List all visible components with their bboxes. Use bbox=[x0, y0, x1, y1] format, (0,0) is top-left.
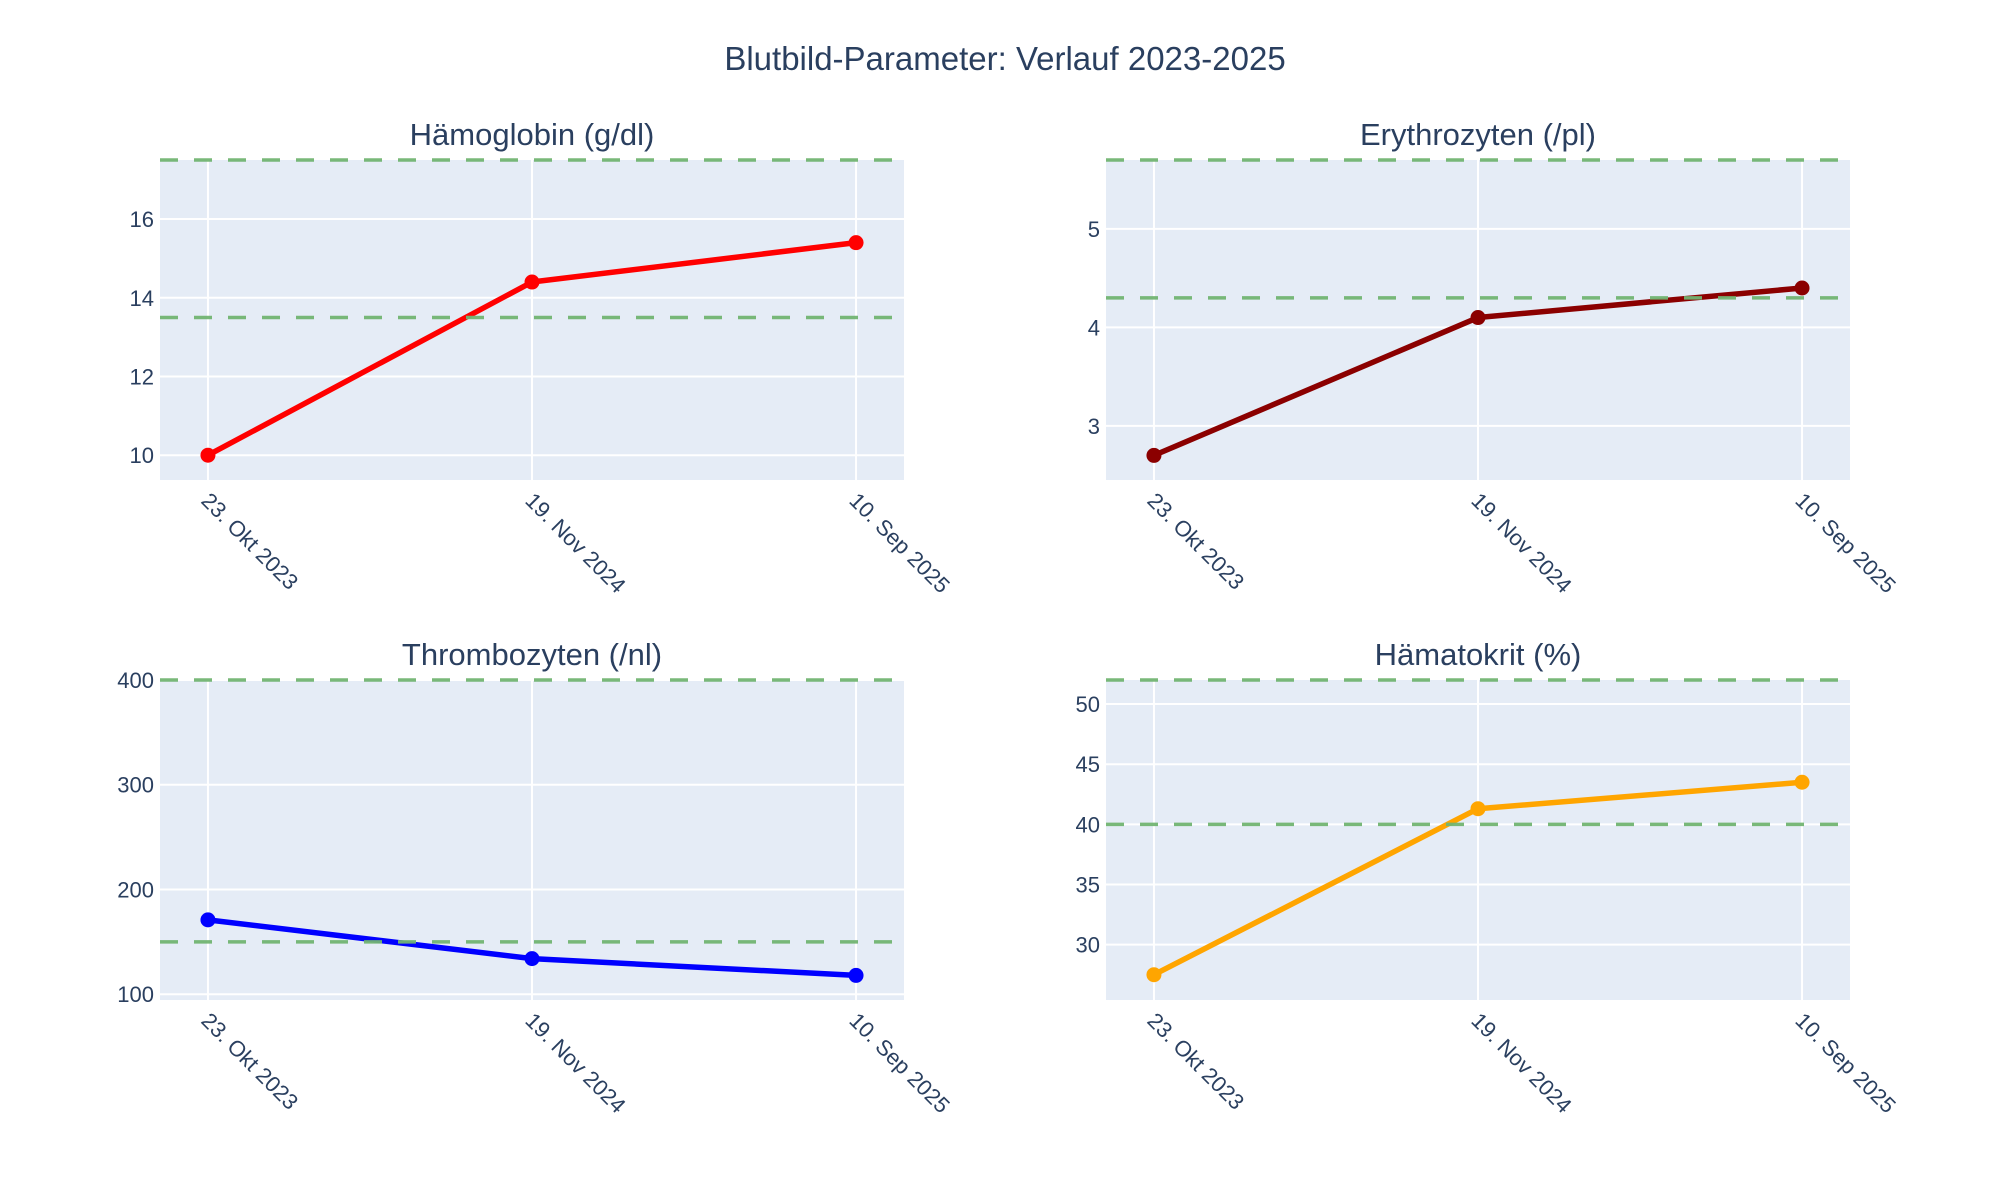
y-tick-label: 12 bbox=[130, 364, 154, 389]
x-tick-label: 23. Okt 2023 bbox=[196, 488, 303, 595]
y-tick-label: 10 bbox=[130, 443, 154, 468]
y-tick-label: 14 bbox=[130, 286, 154, 311]
subplot-title: Hämatokrit (%) bbox=[1375, 637, 1582, 672]
subplot-title: Hämoglobin (g/dl) bbox=[410, 117, 655, 152]
data-point[interactable] bbox=[1470, 801, 1486, 817]
y-tick-label: 40 bbox=[1076, 812, 1100, 837]
y-tick-label: 35 bbox=[1076, 873, 1100, 898]
x-tick-label: 10. Sep 2025 bbox=[845, 1008, 955, 1118]
x-tick-label: 10. Sep 2025 bbox=[1791, 488, 1901, 598]
data-point[interactable] bbox=[1146, 447, 1162, 463]
y-tick-label: 400 bbox=[117, 668, 154, 693]
subplot-title: Erythrozyten (/pl) bbox=[1360, 117, 1596, 152]
data-point[interactable] bbox=[524, 274, 540, 290]
y-tick-label: 50 bbox=[1076, 692, 1100, 717]
y-tick-label: 300 bbox=[117, 773, 154, 798]
y-tick-label: 30 bbox=[1076, 933, 1100, 958]
data-point[interactable] bbox=[848, 967, 864, 983]
subplot-3: 23. Okt 2023 19. Nov 2024 10. Sep 2025 100 2… bbox=[117, 668, 954, 1118]
data-point[interactable] bbox=[848, 235, 864, 251]
data-point[interactable] bbox=[1794, 280, 1810, 296]
data-point[interactable] bbox=[1794, 774, 1810, 790]
y-tick-label: 200 bbox=[117, 877, 154, 902]
y-tick-label: 100 bbox=[117, 982, 154, 1007]
y-tick-label: 4 bbox=[1088, 315, 1100, 340]
x-tick-label: 23. Okt 2023 bbox=[1142, 1008, 1249, 1115]
x-tick-label: 19. Nov 2024 bbox=[520, 488, 630, 598]
x-tick-label: 10. Sep 2025 bbox=[845, 488, 955, 598]
x-tick-label: 19. Nov 2024 bbox=[1466, 1008, 1576, 1118]
subplot-2: 23. Okt 2023 19. Nov 2024 10. Sep 2025 3 4 5 bbox=[1088, 158, 1901, 598]
x-tick-label: 19. Nov 2024 bbox=[1466, 488, 1576, 598]
x-tick-label: 19. Nov 2024 bbox=[520, 1008, 630, 1118]
x-tick-label: 23. Okt 2023 bbox=[196, 1008, 303, 1115]
chart-title: Blutbild-Parameter: Verlauf 2023-2025 bbox=[724, 40, 1285, 77]
data-point[interactable] bbox=[1146, 967, 1162, 983]
subplot-4: 23. Okt 2023 19. Nov 2024 10. Sep 2025 30 35… bbox=[1076, 678, 1901, 1118]
data-point[interactable] bbox=[524, 951, 540, 967]
subplot-title: Thrombozyten (/nl) bbox=[402, 637, 662, 672]
x-tick-label: 23. Okt 2023 bbox=[1142, 488, 1249, 595]
y-tick-label: 16 bbox=[130, 207, 154, 232]
data-point[interactable] bbox=[200, 912, 216, 928]
y-tick-label: 3 bbox=[1088, 414, 1100, 439]
y-tick-label: 5 bbox=[1088, 217, 1100, 242]
data-point[interactable] bbox=[1470, 310, 1486, 326]
y-tick-label: 45 bbox=[1076, 752, 1100, 777]
x-tick-label: 10. Sep 2025 bbox=[1791, 1008, 1901, 1118]
subplot-1: 23. Okt 2023 19. Nov 2024 10. Sep 2025 10 12… bbox=[130, 158, 955, 598]
data-point[interactable] bbox=[200, 447, 216, 463]
